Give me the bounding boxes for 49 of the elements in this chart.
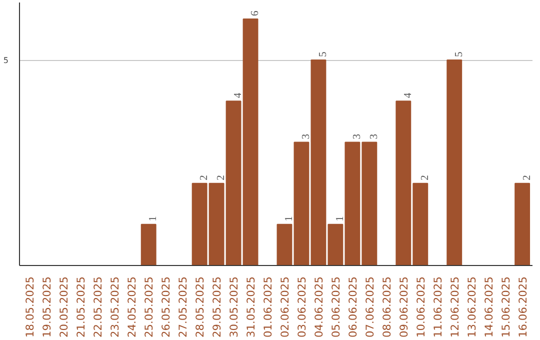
data-label: 3 — [300, 134, 312, 140]
data-label: 3 — [352, 134, 363, 140]
data-label: 3 — [368, 134, 380, 140]
x-tick-label: 23.05.2025 — [108, 276, 122, 338]
data-label: 5 — [454, 52, 465, 58]
x-tick-label: 07.06.2025 — [363, 276, 376, 338]
data-label: 2 — [522, 174, 533, 180]
x-tick-label: 10.06.2025 — [414, 276, 428, 338]
data-label: 1 — [148, 216, 160, 222]
bar — [140, 224, 156, 266]
x-tick-label: 25.05.2025 — [142, 276, 156, 338]
data-label: 2 — [199, 174, 210, 180]
x-tick-label: 14.06.2025 — [482, 276, 496, 338]
x-tick-label: 15.06.2025 — [499, 276, 512, 338]
x-tick-label: 04.06.2025 — [312, 276, 326, 338]
x-tick-label: 29.05.2025 — [210, 276, 224, 338]
data-label: 1 — [334, 216, 346, 222]
x-tick-label: 12.06.2025 — [448, 276, 462, 338]
data-label: 4 — [402, 92, 414, 98]
x-tick-label: 08.06.2025 — [380, 276, 394, 338]
data-label: 2 — [420, 174, 431, 180]
x-tick-label: 11.06.2025 — [431, 276, 444, 338]
data-label: 1 — [284, 216, 295, 222]
x-tick-label: 22.05.2025 — [92, 276, 105, 338]
x-tick-label: 27.05.2025 — [176, 276, 190, 338]
x-tick-label: 18.05.2025 — [24, 276, 37, 338]
x-tick-label: 31.05.2025 — [244, 276, 258, 338]
x-tick-label: 28.05.2025 — [194, 276, 207, 338]
x-tick-label: 05.06.2025 — [329, 276, 342, 338]
data-label: 2 — [216, 174, 228, 180]
x-tick-label: 30.05.2025 — [228, 276, 241, 338]
bar — [446, 60, 462, 266]
data-label: 5 — [318, 52, 329, 58]
x-tick-label: 02.06.2025 — [278, 276, 292, 338]
x-tick-label: 01.06.2025 — [262, 276, 275, 338]
x-tick-label: 06.06.2025 — [346, 276, 360, 338]
x-tick-label: 16.06.2025 — [516, 276, 530, 338]
data-label: 4 — [233, 92, 244, 98]
x-tick-label: 09.06.2025 — [397, 276, 410, 338]
x-tick-label: 03.06.2025 — [295, 276, 308, 338]
x-tick-label: 20.05.2025 — [58, 276, 71, 338]
x-tick-label: 19.05.2025 — [40, 276, 54, 338]
x-tick-label: 21.05.2025 — [74, 276, 88, 338]
data-label: 6 — [250, 10, 262, 16]
x-tick-label: 13.06.2025 — [465, 276, 478, 338]
bar — [514, 182, 530, 266]
bar — [276, 224, 292, 266]
x-tick-label: 26.05.2025 — [160, 276, 173, 338]
x-tick-label: 24.05.2025 — [126, 276, 139, 338]
